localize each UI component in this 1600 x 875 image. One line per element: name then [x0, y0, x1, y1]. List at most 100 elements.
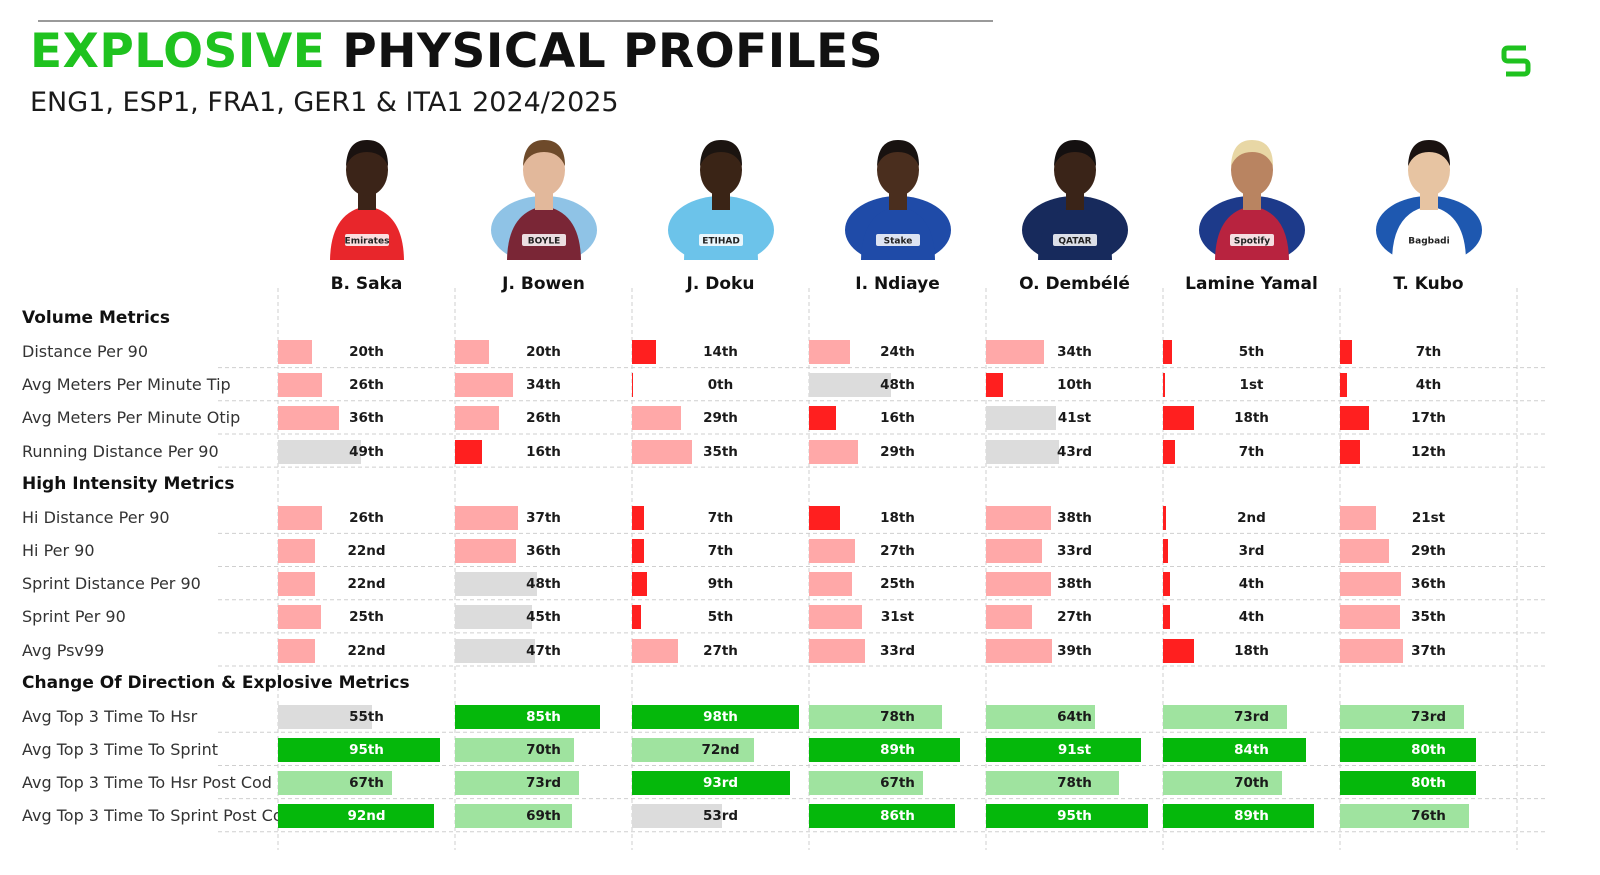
player-name: Lamine Yamal	[1185, 274, 1318, 294]
top-rule	[38, 20, 993, 22]
player-name: O. Dembélé	[1019, 274, 1130, 294]
percentile-label: 48th	[880, 377, 915, 394]
bar-cell: 22nd	[278, 539, 448, 564]
percentile-label: 67th	[349, 775, 384, 792]
percentile-label: 18th	[880, 509, 915, 526]
percentile-label: 26th	[349, 509, 384, 526]
percentile-bar	[632, 340, 656, 365]
shirt-sponsor: BOYLE	[527, 237, 560, 247]
bar-cell: 69th	[455, 804, 625, 829]
percentile-bar	[632, 373, 633, 398]
percentile-bar	[1163, 505, 1167, 530]
bar-cell: 4th	[1340, 373, 1510, 398]
percentile-label: 67th	[880, 775, 915, 792]
bar-cell: 27th	[986, 605, 1156, 630]
bar-cell: 36th	[455, 539, 625, 564]
percentile-bar	[986, 539, 1043, 564]
percentile-bar	[809, 505, 840, 530]
percentile-label: 7th	[707, 543, 734, 560]
player-photo: QATAR	[1021, 140, 1128, 260]
percentile-bar	[455, 439, 483, 464]
percentile-label: 64th	[1057, 708, 1092, 725]
percentile-bar	[809, 406, 837, 431]
bar-cell: 7th	[632, 505, 802, 530]
section-label: Change Of Direction & Explosive Metrics	[22, 672, 410, 693]
bar-cell: 21st	[1340, 505, 1510, 530]
percentile-label: 29th	[703, 410, 738, 427]
player-name: B. Saka	[330, 274, 403, 294]
bar-cell: 4th	[1163, 572, 1333, 597]
percentile-label: 26th	[349, 377, 384, 394]
metric-label: Avg Top 3 Time To Sprint	[22, 739, 218, 759]
percentile-label: 53rd	[702, 808, 739, 825]
percentile-label: 73rd	[1410, 708, 1447, 725]
percentile-bar	[809, 605, 862, 630]
percentile-label: 27th	[880, 543, 915, 560]
percentile-label: 78th	[1057, 775, 1092, 792]
percentile-bar	[632, 804, 723, 829]
bar-cell: 33rd	[986, 539, 1156, 564]
bar-cell: 2nd	[1163, 505, 1333, 530]
percentile-label: 4th	[1238, 609, 1265, 626]
percentile-bar	[1340, 804, 1470, 829]
percentile-label: 27th	[703, 642, 738, 659]
bar-cell: 24th	[809, 340, 979, 365]
percentile-label: 27th	[1057, 609, 1092, 626]
bar-cell: 16th	[809, 406, 979, 431]
percentile-bar	[278, 340, 312, 365]
bar-cell: 0th	[632, 373, 802, 398]
percentile-bar	[809, 572, 852, 597]
bar-cell: 67th	[809, 771, 979, 796]
metric-label: Hi Per 90	[22, 541, 95, 561]
bar-cell: 37th	[1340, 638, 1510, 663]
percentile-label: 86th	[880, 808, 915, 825]
percentile-label: 0th	[707, 377, 734, 394]
metric-label: Sprint Distance Per 90	[22, 574, 201, 594]
percentile-bar	[455, 340, 489, 365]
percentile-label: 95th	[1057, 808, 1092, 825]
percentile-bar	[278, 638, 316, 663]
metric-label: Avg Meters Per Minute Otip	[22, 408, 241, 428]
bar-cell: 22nd	[278, 638, 448, 663]
percentile-label: 73rd	[1233, 708, 1270, 725]
percentile-label: 36th	[349, 410, 384, 427]
percentile-label: 36th	[526, 543, 561, 560]
bar-cell: 38th	[986, 572, 1156, 597]
percentile-bar	[986, 373, 1003, 398]
bar-cell: 35th	[632, 439, 802, 464]
percentile-label: 21st	[1411, 509, 1446, 526]
percentile-label: 12th	[1411, 443, 1446, 460]
bar-cell: 18th	[1163, 638, 1333, 663]
percentile-bar	[1340, 406, 1369, 431]
bar-cell: 5th	[1163, 340, 1333, 365]
percentile-bar	[455, 539, 517, 564]
percentile-label: 22nd	[347, 543, 386, 560]
percentile-bar	[278, 373, 323, 398]
player-photo: ETIHAD	[667, 140, 774, 260]
percentile-label: 29th	[1411, 543, 1446, 560]
bar-cell: 84th	[1163, 737, 1333, 762]
percentile-bar	[632, 539, 644, 564]
percentile-bar	[278, 804, 435, 829]
percentile-label: 93rd	[702, 775, 739, 792]
percentile-label: 37th	[1411, 642, 1446, 659]
bar-cell: 64th	[986, 704, 1156, 729]
metric-label: Hi Distance Per 90	[22, 507, 170, 527]
percentile-label: 85th	[526, 708, 561, 725]
percentile-bar	[809, 439, 859, 464]
percentile-bar	[278, 737, 440, 762]
percentile-bar	[1163, 406, 1194, 431]
bar-cell: 12th	[1340, 439, 1510, 464]
bar-cell: 9th	[632, 572, 802, 597]
bar-cell: 16th	[455, 439, 625, 464]
percentile-bar	[632, 638, 678, 663]
percentile-bar	[986, 340, 1044, 365]
percentile-label: 9th	[707, 576, 734, 593]
metric-label: Avg Psv99	[22, 640, 105, 660]
bar-cell: 70th	[455, 737, 625, 762]
section-label: Volume Metrics	[22, 308, 170, 328]
percentile-label: 92nd	[347, 808, 386, 825]
percentile-label: 24th	[880, 344, 915, 361]
percentile-bar	[278, 539, 316, 564]
title-accent: EXPLOSIVE	[30, 24, 326, 79]
